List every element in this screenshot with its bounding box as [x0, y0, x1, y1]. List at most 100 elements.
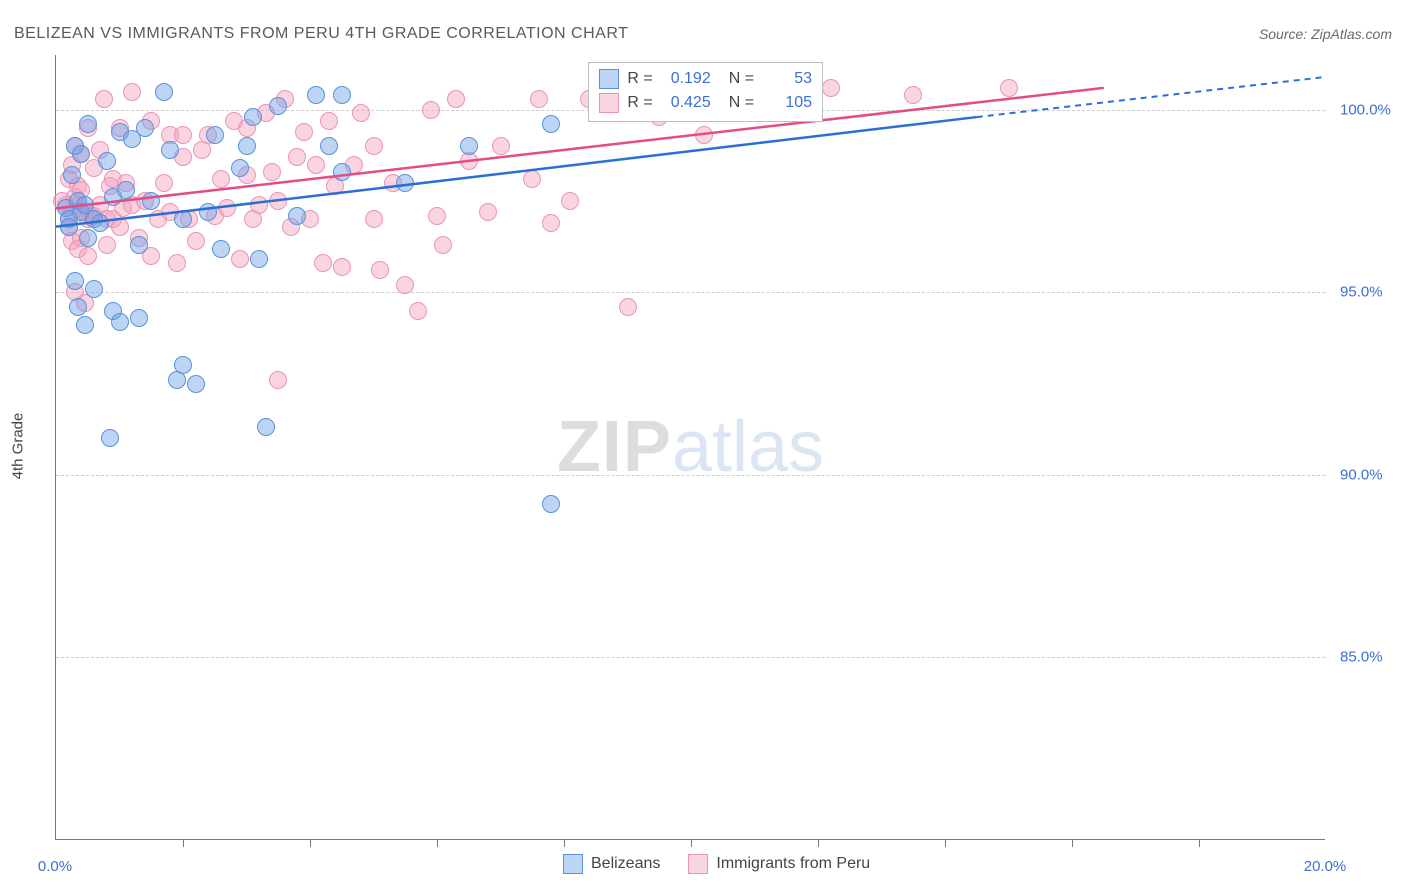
stats-r-label: R = [627, 94, 652, 112]
stats-r-value: 0.425 [661, 94, 711, 112]
data-point-peru [479, 203, 497, 221]
y-tick-label: 95.0% [1340, 284, 1383, 301]
data-point-belizeans [206, 126, 224, 144]
data-point-peru [250, 196, 268, 214]
data-point-belizeans [69, 298, 87, 316]
data-point-belizeans [307, 86, 325, 104]
stats-n-value: 105 [762, 94, 812, 112]
data-point-belizeans [244, 108, 262, 126]
trendline-peru [56, 88, 1104, 208]
data-point-peru [263, 163, 281, 181]
data-point-peru [98, 236, 116, 254]
data-point-peru [1000, 79, 1018, 97]
data-point-peru [314, 254, 332, 272]
data-point-peru [428, 207, 446, 225]
x-tick [691, 839, 692, 847]
y-axis-label: 4th Grade [10, 413, 27, 480]
x-tick [1199, 839, 1200, 847]
data-point-peru [269, 192, 287, 210]
data-point-peru [333, 258, 351, 276]
y-tick-label: 100.0% [1340, 101, 1391, 118]
data-point-belizeans [155, 83, 173, 101]
data-point-belizeans [101, 429, 119, 447]
data-point-belizeans [174, 210, 192, 228]
legend-item-belizeans: Belizeans [563, 854, 660, 874]
data-point-peru [365, 137, 383, 155]
data-point-peru [168, 254, 186, 272]
trendline-dash-belizeans [977, 77, 1326, 117]
chart-header: BELIZEAN VS IMMIGRANTS FROM PERU 4TH GRA… [14, 20, 1392, 48]
data-point-peru [123, 83, 141, 101]
data-point-belizeans [142, 192, 160, 210]
data-point-belizeans [333, 86, 351, 104]
legend-label: Belizeans [591, 855, 660, 873]
stats-row-belizeans: R =0.192N =53 [599, 67, 812, 91]
data-point-peru [530, 90, 548, 108]
data-point-peru [371, 261, 389, 279]
data-point-peru [561, 192, 579, 210]
data-point-belizeans [66, 272, 84, 290]
stats-row-peru: R = 0.425 N = 105 [599, 91, 812, 115]
data-point-belizeans [72, 145, 90, 163]
data-point-belizeans [542, 115, 560, 133]
x-tick [310, 839, 311, 847]
trendline-belizeans [56, 117, 977, 227]
plot-area: ZIPatlas [55, 55, 1325, 840]
data-point-belizeans [269, 97, 287, 115]
data-point-belizeans [117, 181, 135, 199]
data-point-peru [447, 90, 465, 108]
data-point-belizeans [130, 309, 148, 327]
data-point-peru [111, 218, 129, 236]
data-point-belizeans [288, 207, 306, 225]
data-point-peru [542, 214, 560, 232]
stats-swatch [599, 69, 619, 89]
data-point-peru [269, 371, 287, 389]
data-point-belizeans [257, 418, 275, 436]
data-point-peru [619, 298, 637, 316]
data-point-belizeans [161, 141, 179, 159]
data-point-belizeans [130, 236, 148, 254]
data-point-peru [231, 250, 249, 268]
data-point-peru [365, 210, 383, 228]
data-point-belizeans [111, 313, 129, 331]
data-point-peru [187, 232, 205, 250]
data-point-peru [352, 104, 370, 122]
data-point-peru [212, 170, 230, 188]
data-point-peru [492, 137, 510, 155]
data-point-belizeans [231, 159, 249, 177]
data-point-peru [79, 247, 97, 265]
data-point-peru [904, 86, 922, 104]
gridline-h [56, 475, 1325, 476]
stats-n-label: N = [729, 94, 754, 112]
data-point-belizeans [396, 174, 414, 192]
data-point-belizeans [460, 137, 478, 155]
data-point-belizeans [187, 375, 205, 393]
legend-item-peru: Immigrants from Peru [688, 854, 870, 874]
data-point-peru [218, 199, 236, 217]
data-point-belizeans [212, 240, 230, 258]
data-point-belizeans [60, 218, 78, 236]
data-point-peru [174, 126, 192, 144]
data-point-belizeans [79, 115, 97, 133]
data-point-belizeans [238, 137, 256, 155]
stats-n-label: N = [729, 70, 754, 88]
data-point-peru [95, 90, 113, 108]
y-tick-label: 90.0% [1340, 466, 1383, 483]
source-attribution: Source: ZipAtlas.com [1259, 26, 1392, 42]
stats-n-value: 53 [762, 70, 812, 88]
stats-r-label: R = [627, 70, 652, 88]
legend-swatch [688, 854, 708, 874]
data-point-peru [422, 101, 440, 119]
data-point-belizeans [320, 137, 338, 155]
data-point-peru [288, 148, 306, 166]
chart-title: BELIZEAN VS IMMIGRANTS FROM PERU 4TH GRA… [14, 25, 628, 43]
x-tick [183, 839, 184, 847]
data-point-belizeans [174, 356, 192, 374]
data-point-peru [307, 156, 325, 174]
data-point-belizeans [91, 214, 109, 232]
data-point-belizeans [250, 250, 268, 268]
legend-swatch [563, 854, 583, 874]
data-point-belizeans [63, 166, 81, 184]
x-tick [818, 839, 819, 847]
data-point-peru [695, 126, 713, 144]
